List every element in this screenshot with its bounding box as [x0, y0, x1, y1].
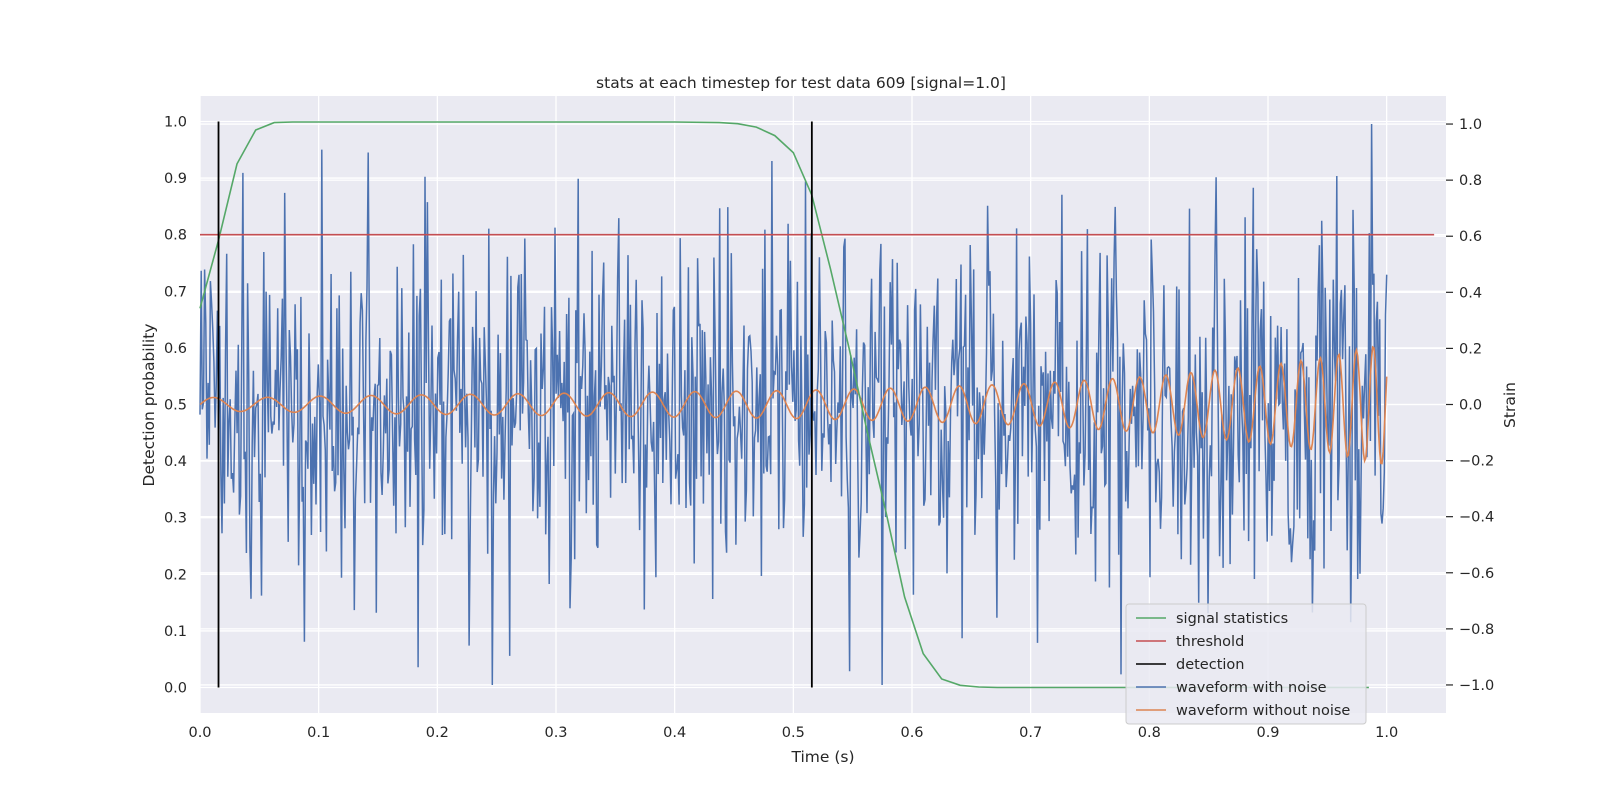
x-tick-label: 0.2: [426, 725, 449, 741]
y-tick-label: 0.9: [164, 171, 187, 187]
y2-axis-label: Strain: [1501, 382, 1519, 428]
x-axis-label: Time (s): [790, 748, 854, 766]
x-tick-label: 0.1: [307, 725, 330, 741]
legend-label-waveform-without-noise: waveform without noise: [1176, 703, 1350, 719]
y-axis-label: Detection probability: [140, 324, 158, 487]
y2-tick-label: 0.0: [1459, 398, 1482, 414]
y-tick-label: 1.0: [164, 114, 187, 130]
y-tick-label: 0.0: [164, 681, 187, 697]
y2-tick-label: 0.8: [1459, 173, 1482, 189]
y2-tick-label: 1.0: [1459, 117, 1482, 133]
y-tick-label: 0.6: [164, 341, 187, 357]
x-tick-label: 0.6: [900, 725, 923, 741]
x-tick-label: 0.3: [544, 725, 567, 741]
y-axis-right: −1.0 −0.8 −0.6 −0.4 −0.2 0.0 0.2 0.4 0.6 0.8 1.0: [1446, 117, 1494, 694]
chart-title: stats at each timestep for test data 609…: [596, 74, 1006, 92]
x-tick-label: 0.4: [663, 725, 686, 741]
y-tick-label: 0.3: [164, 511, 187, 527]
y2-tick-label: −0.6: [1459, 566, 1494, 582]
x-tick-label: 1.0: [1375, 725, 1398, 741]
x-tick-label: 0.0: [188, 725, 211, 741]
y-tick-label: 0.1: [164, 624, 187, 640]
y-tick-label: 0.7: [164, 284, 187, 300]
x-tick-label: 0.5: [782, 725, 805, 741]
y2-tick-label: 0.4: [1459, 285, 1482, 301]
legend-label-waveform-with-noise: waveform with noise: [1176, 680, 1327, 696]
waveform-without-noise-line: [199, 345, 1388, 465]
signal-statistics-line: [199, 121, 1369, 689]
legend: signal statistics threshold detection wa…: [1125, 603, 1367, 725]
y2-tick-label: −0.2: [1459, 454, 1494, 470]
legend-box: [1125, 603, 1367, 725]
waveform-with-noise-line: [199, 123, 1388, 686]
y2-tick-label: −1.0: [1459, 678, 1494, 694]
legend-label-threshold: threshold: [1176, 634, 1244, 650]
y-tick-label: 0.5: [164, 398, 187, 414]
x-tick-label: 0.7: [1019, 725, 1042, 741]
y2-tick-label: 0.2: [1459, 341, 1482, 357]
y2-tick-label: −0.8: [1459, 622, 1494, 638]
y2-tick-label: 0.6: [1459, 229, 1482, 245]
legend-label-detection: detection: [1176, 657, 1244, 673]
x-tick-label: 0.8: [1138, 725, 1161, 741]
y2-tick-label: −0.4: [1459, 510, 1494, 526]
legend-label-signal-statistics: signal statistics: [1176, 611, 1288, 627]
y-tick-label: 0.2: [164, 567, 187, 583]
y-tick-label: 0.8: [164, 228, 187, 244]
y-axis-left: 0.0 0.1 0.2 0.3 0.4 0.5 0.6 0.7 0.8 0.9 1.0: [164, 114, 187, 696]
y-tick-label: 0.4: [164, 454, 187, 470]
plot-lines: [199, 121, 1435, 689]
x-tick-label: 0.9: [1256, 725, 1279, 741]
x-axis: 0.0 0.1 0.2 0.3 0.4 0.5 0.6 0.7 0.8 0.9 1.0: [188, 725, 1398, 741]
